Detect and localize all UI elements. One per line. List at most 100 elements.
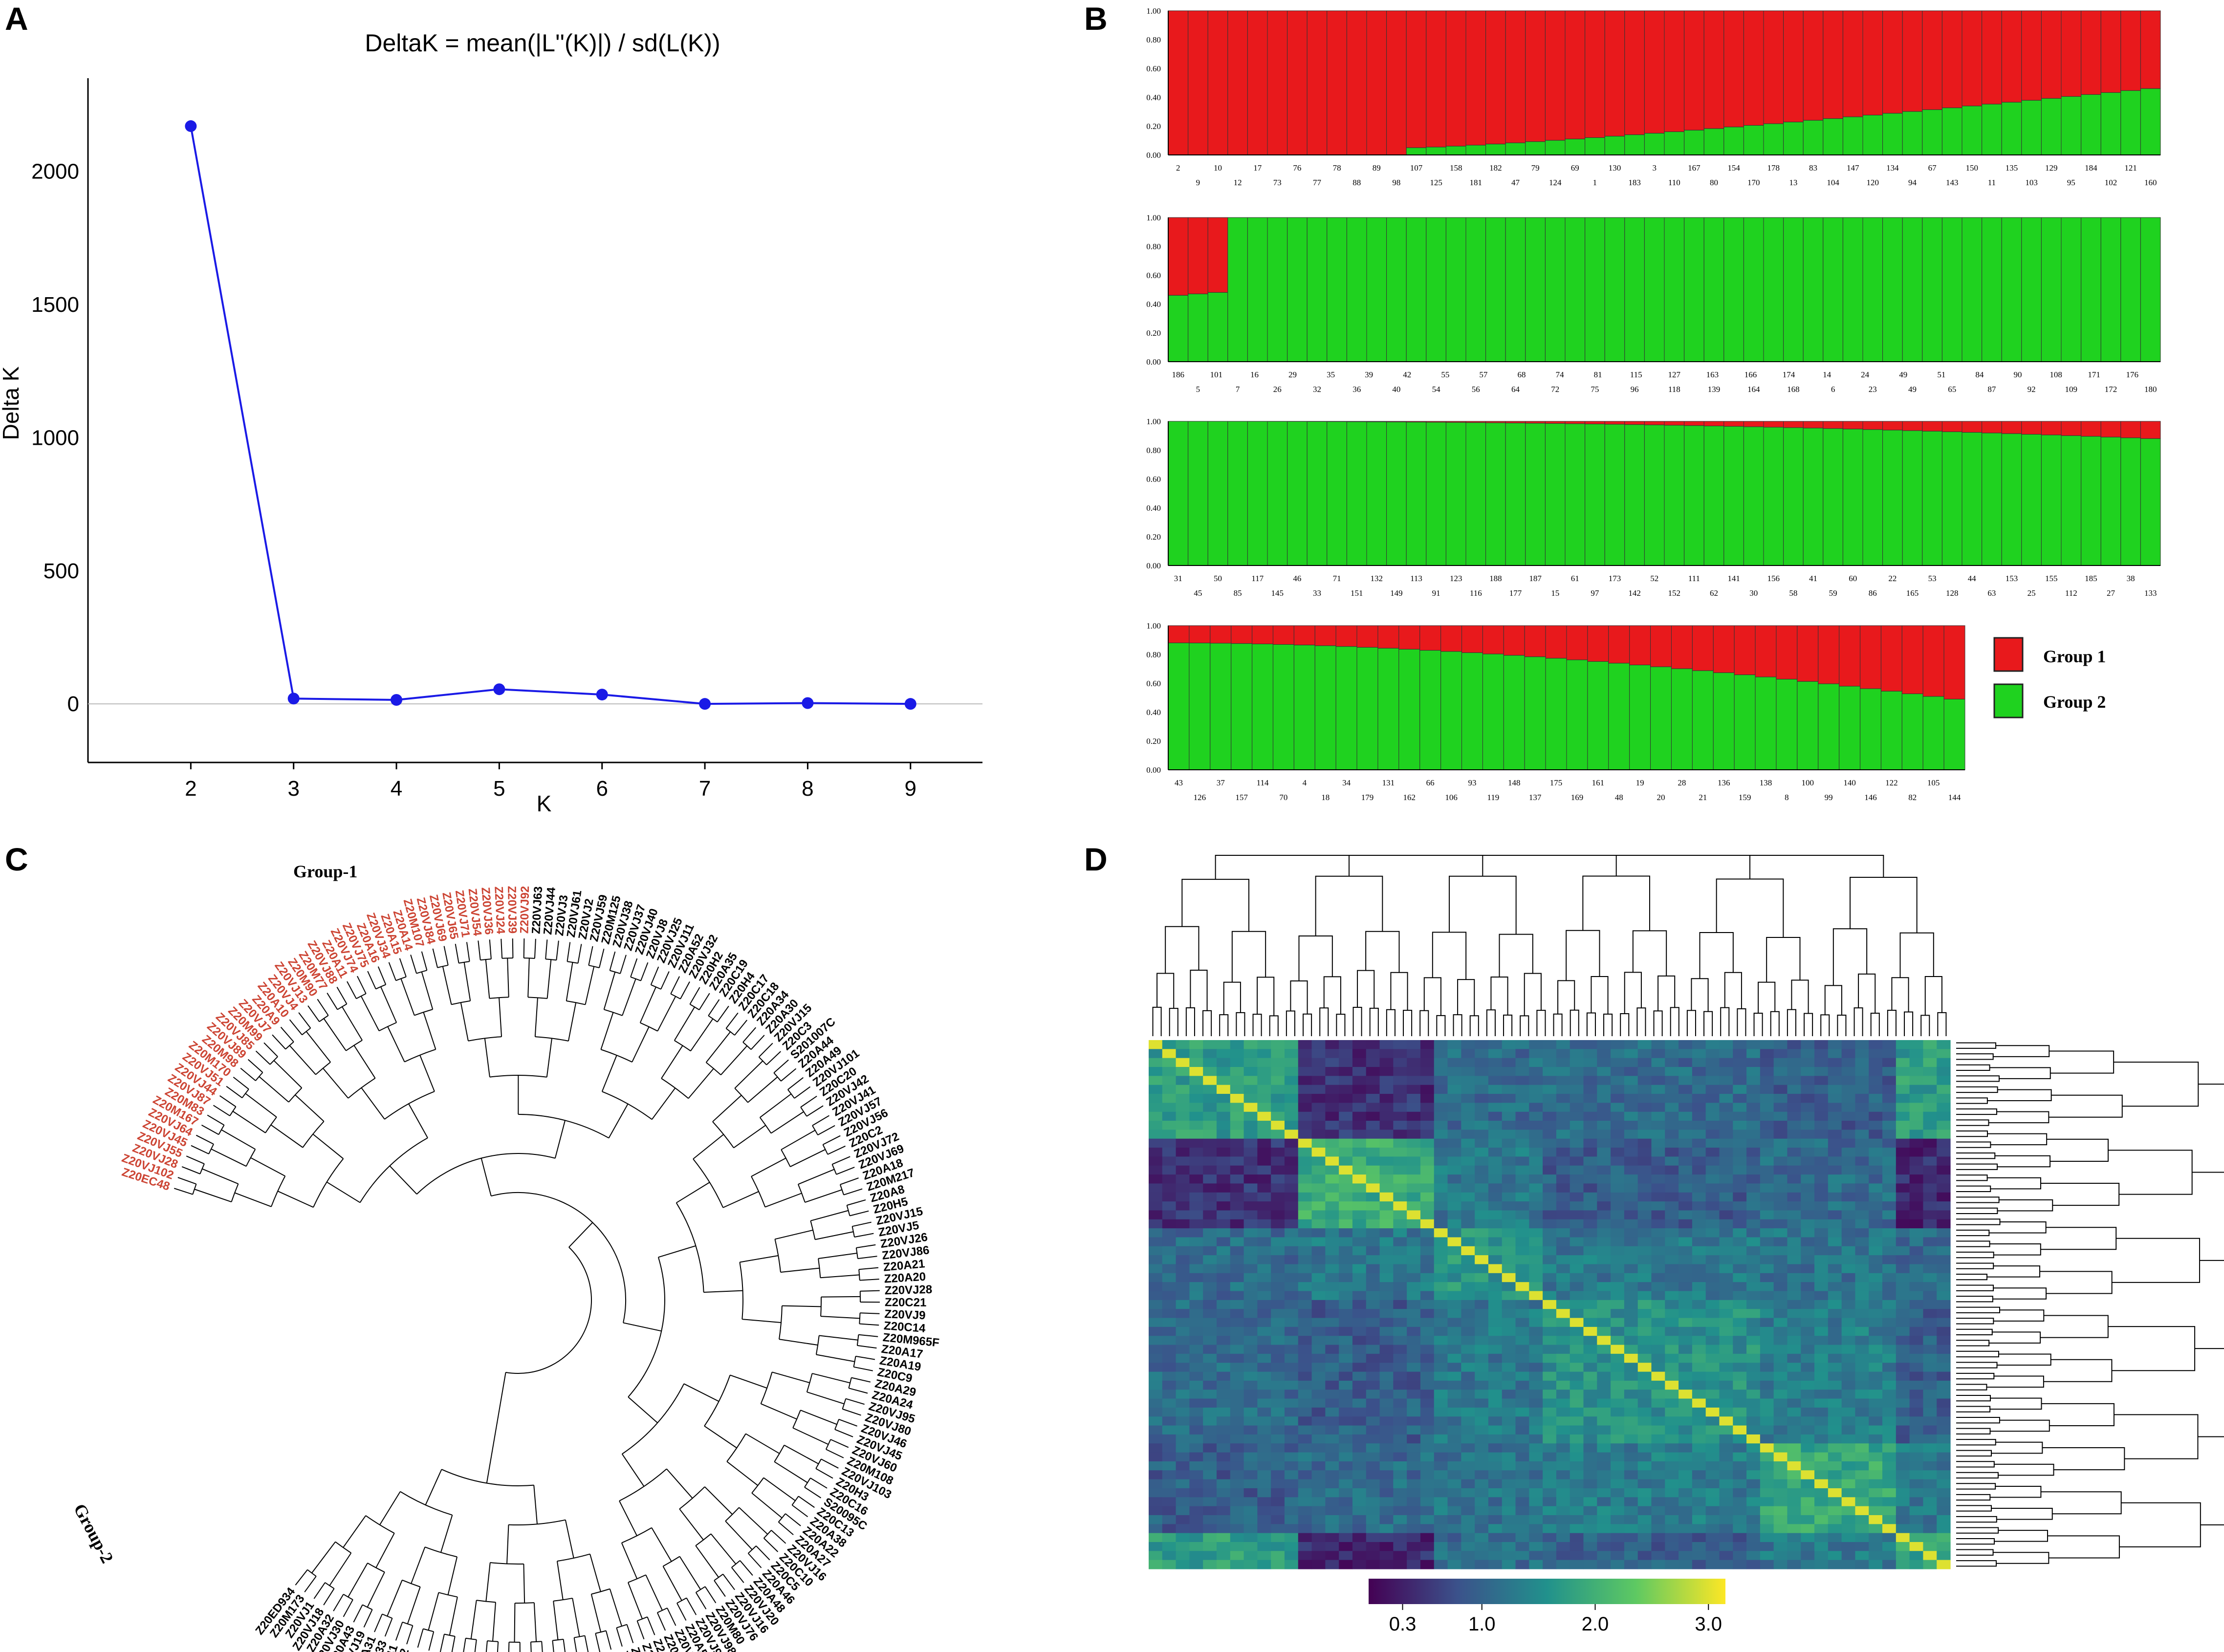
heatmap-cell bbox=[1692, 1461, 1706, 1471]
heatmap-cell bbox=[1773, 1165, 1788, 1175]
heatmap-cell bbox=[1705, 1560, 1720, 1569]
heatmap-cell bbox=[1814, 1533, 1829, 1543]
heatmap-cell bbox=[1488, 1515, 1503, 1524]
heatmap-cell bbox=[1611, 1318, 1625, 1327]
heatmap-cell bbox=[1149, 1085, 1163, 1094]
heatmap-cell bbox=[1230, 1273, 1244, 1282]
heatmap-cell bbox=[1447, 1246, 1461, 1256]
bar-group-1 bbox=[1723, 421, 1744, 427]
x-tick-label: 9 bbox=[905, 777, 916, 801]
sample-label: 32 bbox=[1313, 385, 1321, 394]
heatmap-cell bbox=[1284, 1479, 1299, 1489]
bar-group-2 bbox=[1723, 127, 1744, 155]
side-dendrogram-branch bbox=[2040, 1315, 2109, 1338]
heatmap-cell bbox=[1230, 1434, 1244, 1444]
heatmap-cell bbox=[1923, 1156, 1937, 1166]
heatmap-cell bbox=[1855, 1363, 1869, 1372]
heatmap-cell bbox=[1149, 1156, 1163, 1166]
heatmap-cell bbox=[1515, 1040, 1529, 1049]
heatmap-cell bbox=[1271, 1219, 1285, 1229]
heatmap-cell bbox=[1841, 1318, 1856, 1327]
heatmap-cell bbox=[1841, 1363, 1856, 1372]
heatmap-cell bbox=[1637, 1156, 1652, 1166]
heatmap-cell bbox=[1624, 1121, 1638, 1130]
heatmap-cell bbox=[1869, 1407, 1883, 1417]
bar-group-1 bbox=[1818, 625, 1840, 684]
heatmap-cell bbox=[1257, 1452, 1271, 1462]
heatmap-cell bbox=[1882, 1085, 1897, 1094]
heatmap-cell bbox=[1216, 1174, 1231, 1184]
heatmap-cell bbox=[1502, 1138, 1516, 1148]
heatmap-cell bbox=[1407, 1094, 1421, 1103]
heatmap-cell bbox=[1230, 1326, 1244, 1336]
heatmap-cell bbox=[1284, 1309, 1299, 1319]
heatmap-cell bbox=[1311, 1040, 1326, 1049]
bar-group-1 bbox=[1247, 10, 1268, 155]
y-tick-label: 1000 bbox=[31, 426, 79, 450]
heatmap-cell bbox=[1597, 1121, 1611, 1130]
heatmap-cell bbox=[1515, 1291, 1529, 1301]
heatmap-cell bbox=[1855, 1121, 1869, 1130]
heatmap-cell bbox=[1216, 1138, 1231, 1148]
tree-branch bbox=[804, 1487, 822, 1499]
heatmap-cell bbox=[1515, 1371, 1529, 1381]
heatmap-cell bbox=[1407, 1407, 1421, 1417]
heatmap-cell bbox=[1149, 1103, 1163, 1112]
heatmap-cell bbox=[1651, 1309, 1665, 1319]
heatmap-cell bbox=[1189, 1300, 1203, 1309]
y-tick-label: 0.00 bbox=[1146, 151, 1161, 160]
heatmap-cell bbox=[1909, 1363, 1924, 1372]
heatmap-cell bbox=[1611, 1228, 1625, 1238]
bar-group-1 bbox=[1901, 625, 1923, 694]
bar-group-1 bbox=[1267, 10, 1288, 155]
heatmap-cell bbox=[1243, 1470, 1258, 1480]
heatmap-cell bbox=[1570, 1165, 1584, 1175]
heatmap-cell bbox=[1447, 1443, 1461, 1453]
heatmap-cell bbox=[1637, 1067, 1652, 1076]
bar-group-1 bbox=[1783, 10, 1804, 123]
heatmap-cell bbox=[1162, 1192, 1177, 1202]
heatmap-cell bbox=[1624, 1237, 1638, 1247]
heatmap-cell bbox=[1705, 1363, 1720, 1372]
heatmap-cell bbox=[1556, 1551, 1570, 1561]
top-dendrogram-branch bbox=[1766, 936, 1801, 982]
bar-group-1 bbox=[1962, 421, 1983, 433]
heatmap-cell bbox=[1665, 1345, 1679, 1354]
heatmap-cell bbox=[1298, 1416, 1312, 1426]
side-dendrogram-branch bbox=[1956, 1218, 2001, 1225]
tree-arc bbox=[859, 1313, 861, 1324]
bar-group-2 bbox=[1189, 643, 1211, 770]
heatmap-cell bbox=[1828, 1353, 1842, 1363]
sample-label: 71 bbox=[1333, 574, 1341, 583]
heatmap-cell bbox=[1760, 1416, 1774, 1426]
heatmap-cell bbox=[1216, 1309, 1231, 1319]
heatmap-cell bbox=[1502, 1121, 1516, 1130]
heatmap-cell bbox=[1923, 1094, 1937, 1103]
heatmap-cell bbox=[1705, 1282, 1720, 1292]
heatmap-cell bbox=[1502, 1228, 1516, 1238]
tree-branch bbox=[787, 1077, 804, 1090]
heatmap-cell bbox=[1243, 1425, 1258, 1435]
heatmap-cell bbox=[1733, 1219, 1747, 1229]
heatmap-cell bbox=[1855, 1533, 1869, 1543]
heatmap-cell bbox=[1230, 1174, 1244, 1184]
heatmap-cell bbox=[1379, 1058, 1394, 1067]
sample-label: 35 bbox=[1327, 370, 1335, 379]
tree-branch bbox=[226, 1086, 243, 1098]
bar-group-2 bbox=[2021, 434, 2042, 566]
heatmap-cell bbox=[1841, 1264, 1856, 1274]
heatmap-cell bbox=[1637, 1416, 1652, 1426]
heatmap-cell bbox=[1203, 1380, 1217, 1390]
heatmap-cell bbox=[1284, 1058, 1299, 1067]
heatmap-cell bbox=[1488, 1371, 1503, 1381]
heatmap-cell bbox=[1855, 1264, 1869, 1274]
heatmap-cell bbox=[1284, 1371, 1299, 1381]
tree-branch bbox=[815, 1231, 854, 1240]
heatmap-cell bbox=[1203, 1111, 1217, 1121]
heatmap-cell bbox=[1176, 1273, 1190, 1282]
heatmap-cell bbox=[1475, 1371, 1489, 1381]
tree-branch bbox=[742, 1027, 757, 1043]
side-dendrogram-branch bbox=[1956, 1174, 1988, 1181]
heatmap-cell bbox=[1665, 1326, 1679, 1336]
